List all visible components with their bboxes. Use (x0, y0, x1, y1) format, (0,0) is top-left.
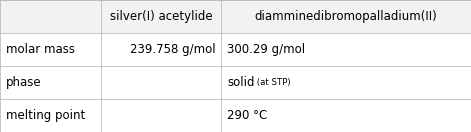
Text: 290 °C: 290 °C (227, 109, 267, 122)
Text: diamminedibromopalladium(II): diamminedibromopalladium(II) (255, 10, 438, 23)
Text: molar mass: molar mass (6, 43, 74, 56)
Bar (221, 0, 471, 33)
Bar (0, 99, 101, 132)
Text: 239.758 g/mol: 239.758 g/mol (130, 43, 216, 56)
Text: silver(I) acetylide: silver(I) acetylide (110, 10, 212, 23)
Text: 300.29 g/mol: 300.29 g/mol (227, 43, 305, 56)
Text: melting point: melting point (6, 109, 85, 122)
Bar (101, 66, 221, 99)
Text: solid: solid (227, 76, 254, 89)
Bar (0, 33, 101, 66)
Bar (221, 33, 471, 66)
Bar (0, 0, 101, 33)
Bar (101, 33, 221, 66)
Bar (101, 0, 221, 33)
Bar (221, 99, 471, 132)
Bar (0, 66, 101, 99)
Bar (221, 66, 471, 99)
Bar (101, 99, 221, 132)
Text: phase: phase (6, 76, 41, 89)
Text: (at STP): (at STP) (254, 78, 291, 87)
